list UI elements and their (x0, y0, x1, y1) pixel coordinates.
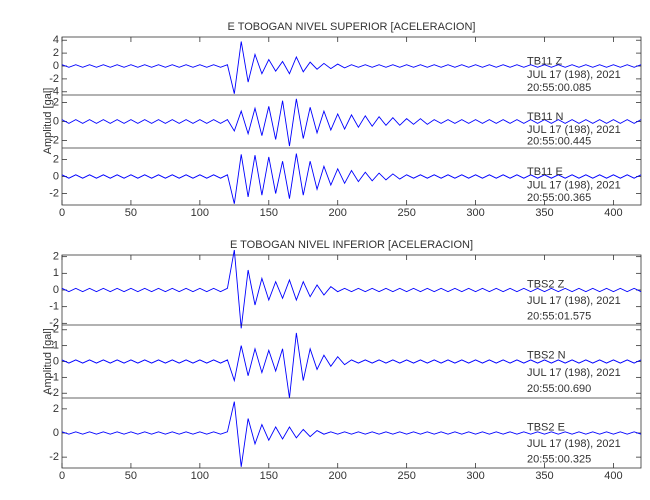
station-label: TBS2 N (527, 350, 566, 362)
y-tick-label: 0 (53, 284, 59, 296)
y-tick-label: 4 (53, 34, 59, 46)
y-tick-label: 0 (53, 355, 59, 367)
x-tick-label: 150 (260, 470, 278, 482)
record-time: 20:55:00.365 (527, 192, 591, 204)
chart-title: E TOBOGAN NIVEL INFERIOR [ACELERACION] (230, 239, 473, 251)
x-tick-label: 300 (466, 207, 484, 219)
y-tick-label: 2 (53, 251, 59, 263)
station-label: TBS2 Z (527, 278, 565, 290)
record-date: JUL 17 (198), 2021 (527, 295, 621, 307)
y-tick-label: -2 (49, 134, 59, 146)
x-tick-label: 150 (260, 207, 278, 219)
x-tick-label: 200 (329, 207, 347, 219)
y-tick-label: 1 (53, 267, 59, 279)
x-tick-label: 250 (397, 207, 415, 219)
x-tick-label: 50 (125, 470, 137, 482)
record-time: 20:55:00.085 (527, 82, 591, 94)
y-tick-label: 0 (53, 170, 59, 182)
y-tick-label: 2 (53, 403, 59, 415)
seismic-trace (61, 332, 642, 399)
y-tick-label: -4 (49, 86, 59, 98)
y-tick-label: 0 (53, 60, 59, 72)
station-label: TB11 N (527, 111, 564, 123)
y-tick-label: 2 (53, 96, 59, 108)
x-tick-label: 0 (59, 470, 65, 482)
y-tick-label: 2 (53, 324, 59, 336)
x-tick-label: 100 (191, 207, 209, 219)
station-label: TB11 Z (527, 55, 563, 67)
y-tick-label: 0 (53, 427, 59, 439)
x-tick-label: 350 (535, 470, 553, 482)
record-date: JUL 17 (198), 2021 (527, 367, 621, 379)
y-tick-label: -2 (49, 451, 59, 463)
seismic-trace (61, 41, 642, 94)
x-tick-label: 400 (604, 207, 622, 219)
record-date: JUL 17 (198), 2021 (527, 438, 621, 450)
x-tick-label: 50 (125, 207, 137, 219)
y-tick-label: -1 (49, 371, 59, 383)
y-tick-label: 1 (53, 340, 59, 352)
chart-title: E TOBOGAN NIVEL SUPERIOR [ACELERACION] (228, 21, 476, 33)
record-time: 20:55:00.325 (527, 454, 591, 466)
seismic-trace (61, 98, 642, 147)
record-time: 20:55:00.690 (527, 383, 591, 395)
y-tick-label: -1 (49, 301, 59, 313)
y-tick-label: -2 (49, 73, 59, 85)
seismic-trace (61, 249, 642, 329)
y-tick-label: 2 (53, 47, 59, 59)
record-date: JUL 17 (198), 2021 (527, 69, 621, 81)
plot-frame (61, 36, 642, 206)
x-tick-label: 300 (466, 470, 484, 482)
x-tick-label: 350 (535, 207, 553, 219)
x-tick-label: 100 (191, 470, 209, 482)
record-date: JUL 17 (198), 2021 (527, 180, 621, 192)
record-time: 20:55:00.445 (527, 136, 591, 148)
y-axis-label: Amplitud [gal] (42, 328, 54, 395)
station-label: TB11 E (527, 166, 563, 178)
x-tick-label: 250 (397, 470, 415, 482)
x-tick-label: 400 (604, 470, 622, 482)
seismic-trace (61, 153, 642, 204)
seismic-trace (61, 401, 642, 467)
y-tick-label: 0 (53, 115, 59, 127)
x-tick-label: 200 (329, 470, 347, 482)
x-tick-label: 0 (59, 207, 65, 219)
record-date: JUL 17 (198), 2021 (527, 124, 621, 136)
y-tick-label: -2 (49, 387, 59, 399)
y-tick-label: -2 (49, 317, 59, 329)
y-tick-label: 2 (53, 153, 59, 165)
station-label: TBS2 E (527, 421, 565, 433)
record-time: 20:55:01.575 (527, 311, 591, 323)
y-tick-label: -2 (49, 187, 59, 199)
y-axis-label: Amplitud [gal] (42, 88, 54, 155)
